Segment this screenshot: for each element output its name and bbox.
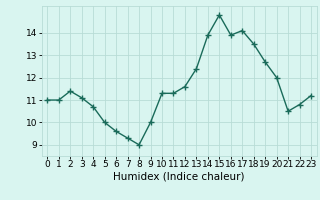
X-axis label: Humidex (Indice chaleur): Humidex (Indice chaleur) bbox=[114, 172, 245, 182]
